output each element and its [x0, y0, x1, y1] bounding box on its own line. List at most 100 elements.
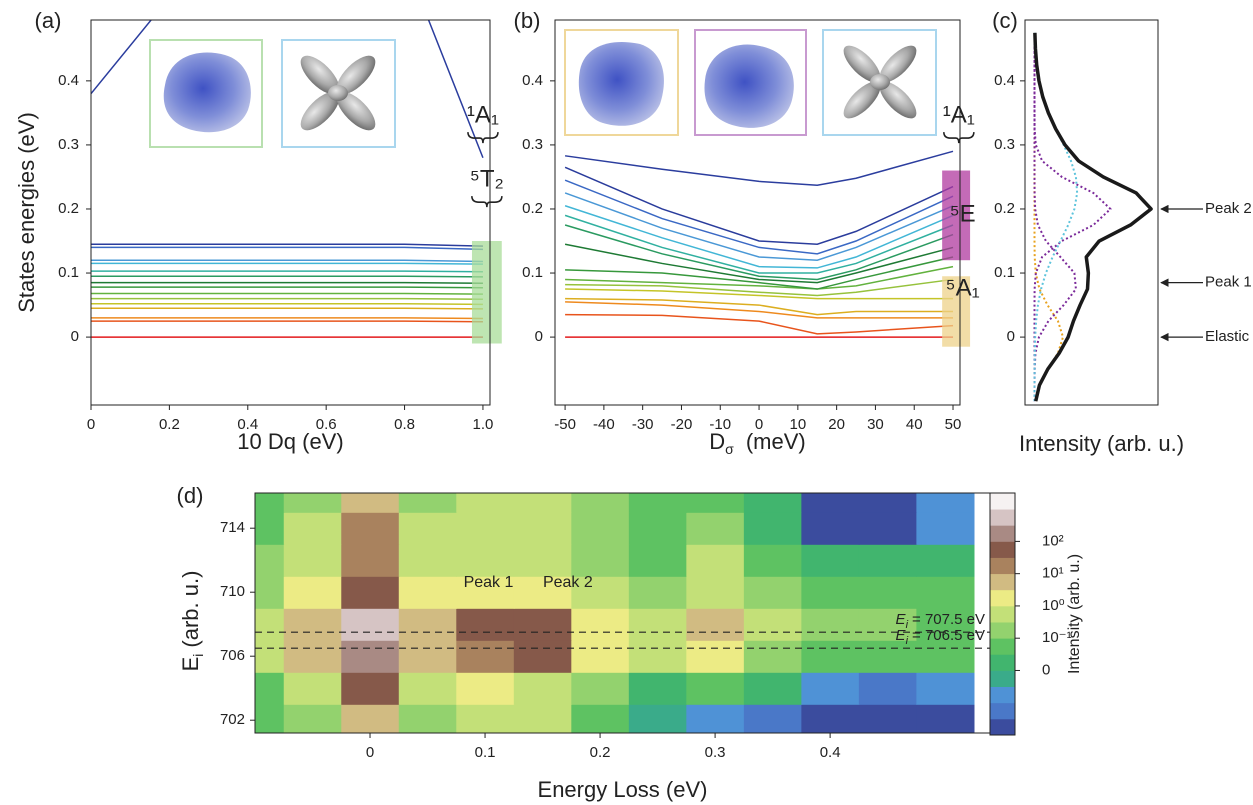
contour-cell: [283, 493, 342, 513]
x-tick-label: 0.6: [316, 416, 337, 433]
contour-cell: [858, 608, 917, 641]
colorbar-band: [990, 525, 1015, 542]
contour-cell: [686, 544, 745, 577]
x-tick-label: 0.4: [820, 744, 841, 761]
contour-cell: [398, 672, 457, 705]
y-tick-label: 0.4: [994, 72, 1015, 89]
contour-cell: [628, 704, 687, 733]
contour-cell: [858, 544, 917, 577]
y-tick-label: 0.1: [994, 264, 1015, 281]
y-tick-label: 714: [220, 519, 245, 536]
contour-cell: [801, 608, 860, 641]
colorbar-band: [990, 493, 1015, 510]
contour-cell: [571, 672, 630, 705]
plot-area: [91, 20, 484, 338]
series-line: [91, 243, 483, 247]
contour-cell: [858, 704, 917, 733]
contour-cell: [628, 493, 687, 513]
profile-line: [1033, 32, 1112, 402]
y-tick-label: 0.2: [522, 200, 543, 217]
contour-cell: [801, 493, 860, 513]
contour-cell: [858, 493, 917, 513]
contour-cell: [341, 493, 400, 513]
y-tick-label: 0.3: [522, 136, 543, 153]
x-axis-label: 10 Dq (eV): [237, 429, 343, 454]
colorbar-band: [990, 622, 1015, 639]
y-tick-label: 0.1: [58, 264, 79, 281]
x-tick-label: 30: [867, 416, 884, 433]
brace: [467, 132, 499, 144]
x-tick-label: -30: [632, 416, 654, 433]
label-part: E: [178, 657, 203, 672]
y-tick-label: 0: [71, 328, 79, 345]
label-part: i: [906, 635, 909, 647]
colorbar-band: [990, 605, 1015, 623]
y-tick-label: 0.2: [994, 200, 1015, 217]
plot-frame: [554, 19, 961, 406]
contour-cell: [255, 672, 285, 705]
contour-cell: [398, 544, 457, 577]
contour-cell: [801, 512, 860, 545]
contour-cell: [686, 640, 745, 673]
series-line: [565, 265, 954, 290]
series-line: [564, 150, 954, 187]
contour-cell: [456, 493, 515, 513]
contour-cell: [743, 512, 802, 545]
contour-cell: [571, 640, 630, 673]
y-tick-label: 0: [1007, 328, 1015, 345]
annotation-label: Peak 2: [1205, 200, 1252, 217]
x-axis-label: Energy Loss (eV): [538, 777, 708, 802]
x-tick-label: 0: [87, 416, 95, 433]
label-part: (meV): [746, 429, 806, 454]
x-tick-label: 0: [366, 744, 374, 761]
y-tick-label: 0: [535, 328, 543, 345]
contour-cell: [255, 608, 285, 641]
colorbar-tick-label: 10²: [1042, 532, 1064, 549]
contour-cell: [255, 544, 285, 577]
shaded-span: [471, 241, 502, 344]
reference-label: Ei = 707.5 eV: [896, 611, 985, 631]
contour-cell: [283, 608, 342, 641]
contour-cell: [456, 608, 515, 641]
plot-frame: [90, 19, 491, 406]
contour-cell: [341, 576, 400, 609]
x-tick-label: 0: [755, 416, 763, 433]
series-line: [565, 301, 954, 319]
peak-label: Peak 1: [464, 574, 514, 591]
contour-cell: [743, 704, 802, 733]
plot-area: [564, 150, 954, 338]
contour-cell: [743, 608, 802, 641]
series-line: [564, 179, 954, 255]
label-part: = 707.5 eV: [912, 611, 985, 628]
colorbar-band: [990, 509, 1015, 526]
colorbar-band: [990, 702, 1015, 720]
series-line: [91, 281, 483, 285]
contour-cell: [686, 608, 745, 641]
label-part: σ: [725, 441, 734, 457]
contour-cell: [628, 576, 687, 609]
state-label: ¹A₁: [943, 101, 975, 128]
contour-cell: [283, 576, 342, 609]
label-part: i: [906, 619, 909, 631]
series-line: [91, 320, 483, 323]
contour-cell: [283, 512, 342, 545]
contour-cell: [283, 640, 342, 673]
contour-cell: [398, 704, 457, 733]
contour-cell: [571, 544, 630, 577]
contour-cell: [801, 576, 860, 609]
panel-label: (a): [35, 8, 62, 33]
series-line: [564, 192, 954, 261]
series-line: [564, 214, 954, 274]
label-part: (arb. u.): [178, 571, 203, 648]
y-tick-label: 0.4: [522, 72, 543, 89]
contour-cell: [341, 608, 400, 641]
state-label: ⁵T₂: [470, 165, 504, 192]
x-tick-label: 40: [906, 416, 923, 433]
contour-cell: [686, 512, 745, 545]
x-tick-label: -50: [554, 416, 576, 433]
label-part: E: [896, 611, 907, 628]
contour-cell: [916, 576, 975, 609]
x-axis-label: Intensity (arb. u.): [1019, 431, 1184, 456]
contour-cell: [398, 493, 457, 513]
label-part: D: [709, 429, 725, 454]
